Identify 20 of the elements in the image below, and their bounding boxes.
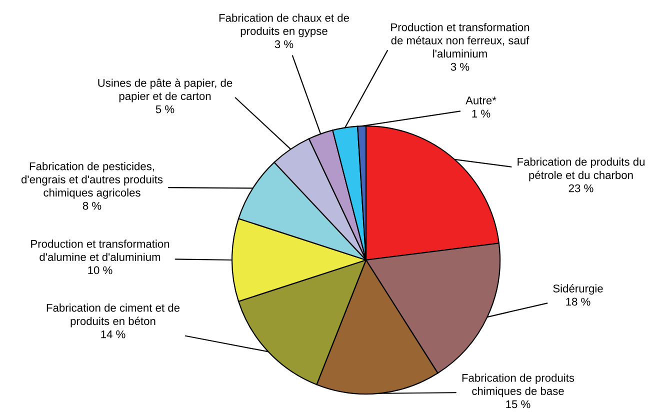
data-label: 3 % bbox=[274, 40, 294, 48]
slice-label: Fabrication de produits du pétrole et du charbon bbox=[518, 158, 645, 182]
slice-label: Fabrication de produits chimiques de base bbox=[462, 374, 574, 398]
slice-label: Sidérurgie bbox=[553, 284, 603, 295]
data-label: 15 % bbox=[506, 400, 530, 408]
slice-label: Production et transformation de métaux non ferreux, sauf l'aluminium bbox=[391, 23, 530, 58]
slice-label: Production et transformation d'alumine et d'aluminium bbox=[31, 240, 170, 261]
slice-label: Fabrication de chaux et de produits en gypse bbox=[219, 14, 349, 38]
slice-label: Fabrication de pesticides, d'engrais et d'autres produits chimiques agricoles bbox=[21, 162, 163, 199]
data-label: 10 % bbox=[88, 266, 112, 274]
slice-label: Autre* bbox=[466, 96, 496, 104]
data-label: 5 % bbox=[156, 105, 174, 114]
data-label: 14 % bbox=[101, 330, 126, 338]
slice-label: Usines de pâte à papier, de papier et de carton bbox=[98, 78, 232, 102]
data-label: 23 % bbox=[568, 184, 594, 192]
slice-label: Fabrication de ciment et de produits en béton bbox=[46, 304, 180, 328]
data-label: 8 % bbox=[82, 202, 102, 210]
data-label: 1 % bbox=[472, 110, 490, 118]
data-label: 18 % bbox=[566, 298, 590, 306]
data-label: 3 % bbox=[450, 62, 470, 71]
